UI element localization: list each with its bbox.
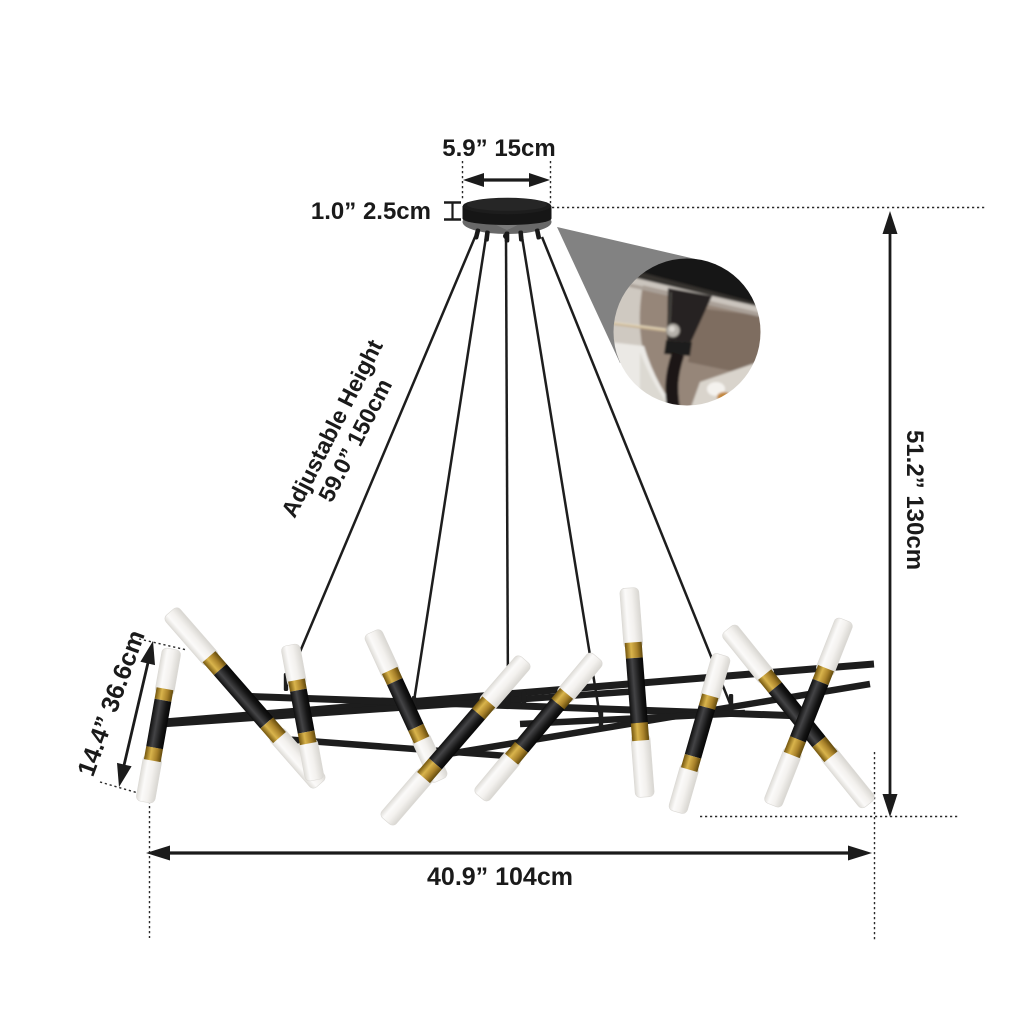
svg-text:5.9” 15cm: 5.9” 15cm <box>442 135 555 162</box>
svg-text:51.2” 130cm: 51.2” 130cm <box>901 430 928 570</box>
svg-text:1.0” 2.5cm: 1.0” 2.5cm <box>311 198 431 225</box>
svg-text:40.9” 104cm: 40.9” 104cm <box>427 863 573 891</box>
